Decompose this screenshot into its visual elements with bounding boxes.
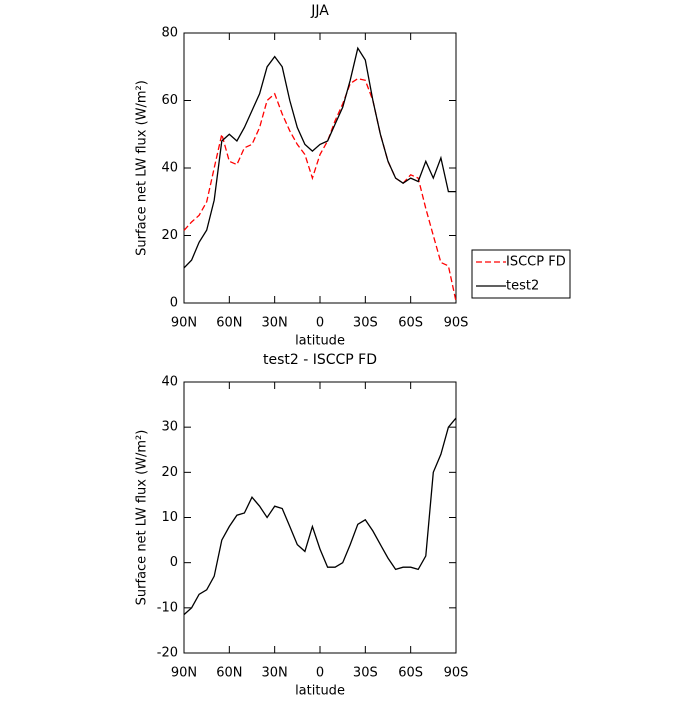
data-line (183, 46, 456, 269)
legend-label: ISCCP FD (506, 255, 566, 270)
y-tick-label: 0 (170, 296, 178, 311)
x-tick-label: 30N (262, 316, 288, 331)
y-tick-label: 10 (161, 510, 178, 525)
y-tick-label: -10 (157, 600, 178, 615)
x-tick-label: 90S (444, 316, 469, 331)
y-tick-label: 40 (161, 161, 178, 176)
data-line (183, 417, 457, 616)
y-tick-label: 0 (170, 555, 178, 570)
y-tick-label: 80 (161, 26, 178, 41)
x-tick-label: 30N (262, 666, 288, 681)
plot-frame (183, 381, 457, 654)
x-tick-label: 30S (353, 666, 378, 681)
x-tick-label: 0 (316, 316, 324, 331)
x-axis-label: latitude (295, 334, 345, 349)
data-line (183, 77, 457, 302)
legend-label: test2 (506, 279, 539, 294)
y-tick-label: 20 (161, 465, 178, 480)
y-tick-label: 30 (161, 420, 178, 435)
x-tick-label: 0 (316, 666, 324, 681)
y-tick-label: -20 (157, 646, 178, 661)
x-tick-label: 30S (353, 316, 378, 331)
y-tick-label: 20 (161, 228, 178, 243)
y-axis-label: Surface net LW flux (W/m²) (135, 430, 150, 606)
x-tick-label: 60S (398, 666, 423, 681)
y-tick-label: 60 (161, 93, 178, 108)
x-tick-label: 60S (398, 316, 423, 331)
x-tick-label: 60N (216, 666, 242, 681)
chart-title: test2 - ISCCP FD (263, 352, 377, 368)
x-tick-label: 90S (444, 666, 469, 681)
y-axis-label: Surface net LW flux (W/m²) (135, 80, 150, 256)
x-tick-label: 90N (171, 666, 197, 681)
chart-title: JJA (310, 3, 329, 19)
y-tick-label: 40 (161, 375, 178, 390)
plot-frame (183, 32, 457, 304)
x-axis-label: latitude (295, 684, 345, 699)
x-tick-label: 60N (216, 316, 242, 331)
legend-box (471, 249, 571, 299)
x-tick-label: 90N (171, 316, 197, 331)
